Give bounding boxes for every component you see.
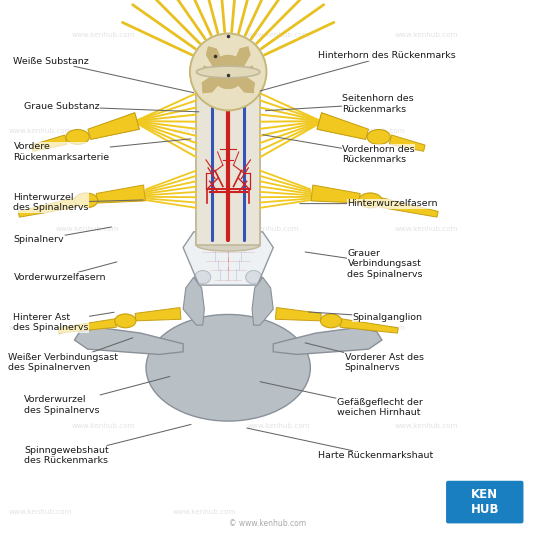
- Text: www.kenhub.com: www.kenhub.com: [72, 31, 135, 38]
- Polygon shape: [75, 328, 183, 354]
- Polygon shape: [201, 66, 217, 75]
- Text: Hinterwurzelfasern: Hinterwurzelfasern: [300, 199, 438, 208]
- Polygon shape: [96, 185, 146, 203]
- Polygon shape: [252, 277, 273, 325]
- Text: www.kenhub.com: www.kenhub.com: [72, 423, 135, 430]
- Text: www.kenhub.com: www.kenhub.com: [395, 226, 459, 232]
- Polygon shape: [239, 66, 255, 75]
- Polygon shape: [273, 328, 382, 354]
- Circle shape: [211, 55, 245, 89]
- Polygon shape: [88, 113, 139, 140]
- Polygon shape: [340, 319, 398, 333]
- Polygon shape: [201, 75, 225, 93]
- Text: Hinterwurzel
des Spinalnervs: Hinterwurzel des Spinalnervs: [13, 193, 143, 212]
- Text: Harte Rückenmarkshaut: Harte Rückenmarkshaut: [247, 428, 433, 460]
- Ellipse shape: [246, 271, 262, 284]
- Text: Gefäßgeflecht der
weichen Hirnhaut: Gefäßgeflecht der weichen Hirnhaut: [260, 382, 423, 417]
- Polygon shape: [380, 198, 438, 217]
- Polygon shape: [135, 308, 181, 321]
- Polygon shape: [389, 135, 425, 151]
- Polygon shape: [231, 46, 251, 68]
- Ellipse shape: [196, 66, 260, 78]
- Text: www.kenhub.com: www.kenhub.com: [8, 127, 72, 134]
- Polygon shape: [58, 319, 116, 333]
- Polygon shape: [201, 66, 217, 75]
- Polygon shape: [31, 135, 67, 151]
- Ellipse shape: [320, 314, 342, 328]
- Text: Hinterer Ast
des Spinalnervs: Hinterer Ast des Spinalnervs: [13, 312, 114, 332]
- FancyBboxPatch shape: [446, 481, 523, 523]
- Text: www.kenhub.com: www.kenhub.com: [173, 508, 236, 515]
- Text: www.kenhub.com: www.kenhub.com: [342, 325, 406, 331]
- Ellipse shape: [66, 130, 90, 144]
- Ellipse shape: [195, 271, 211, 284]
- Text: www.kenhub.com: www.kenhub.com: [236, 226, 300, 232]
- Ellipse shape: [146, 314, 310, 421]
- Ellipse shape: [359, 193, 382, 208]
- Polygon shape: [183, 277, 204, 325]
- Polygon shape: [206, 46, 225, 68]
- Text: © www.kenhub.com: © www.kenhub.com: [229, 519, 306, 528]
- Ellipse shape: [367, 130, 390, 144]
- Text: Hinterhorn des Rückenmarks: Hinterhorn des Rückenmarks: [260, 52, 456, 91]
- Polygon shape: [311, 185, 360, 203]
- Text: www.kenhub.com: www.kenhub.com: [342, 127, 406, 134]
- Text: Spinalnerv: Spinalnerv: [13, 227, 111, 244]
- Text: Vorderhorn des
Rückenmarks: Vorderhorn des Rückenmarks: [263, 135, 415, 164]
- Text: Vorderer Ast des
Spinalnervs: Vorderer Ast des Spinalnervs: [305, 343, 424, 372]
- Text: Weiße Substanz: Weiße Substanz: [13, 57, 193, 93]
- Text: Spinngewebshaut
des Rückenmarks: Spinngewebshaut des Rückenmarks: [24, 424, 191, 465]
- Text: Vordere
Rückenmarksarterie: Vordere Rückenmarksarterie: [13, 139, 191, 161]
- Text: Vorderwurzel
des Spinalnervs: Vorderwurzel des Spinalnervs: [24, 376, 170, 415]
- Polygon shape: [231, 75, 255, 93]
- Text: www.kenhub.com: www.kenhub.com: [395, 423, 459, 430]
- Polygon shape: [89, 113, 139, 139]
- Polygon shape: [196, 74, 260, 245]
- Text: KEN
HUB: KEN HUB: [471, 488, 499, 516]
- Polygon shape: [183, 232, 273, 285]
- Polygon shape: [231, 75, 255, 93]
- Ellipse shape: [196, 239, 260, 251]
- Text: Graue Substanz: Graue Substanz: [24, 102, 199, 112]
- Polygon shape: [206, 46, 225, 68]
- Text: www.kenhub.com: www.kenhub.com: [247, 423, 310, 430]
- Text: www.kenhub.com: www.kenhub.com: [173, 127, 236, 134]
- Text: Seitenhorn des
Rückenmarks: Seitenhorn des Rückenmarks: [265, 94, 414, 114]
- Ellipse shape: [75, 193, 98, 208]
- Circle shape: [190, 34, 266, 110]
- Text: www.kenhub.com: www.kenhub.com: [56, 226, 119, 232]
- Circle shape: [211, 55, 245, 89]
- Text: Vorderwurzelfasern: Vorderwurzelfasern: [13, 262, 117, 281]
- Polygon shape: [231, 46, 251, 68]
- Polygon shape: [239, 66, 255, 75]
- Ellipse shape: [115, 314, 136, 328]
- Polygon shape: [317, 113, 368, 140]
- Circle shape: [190, 34, 266, 110]
- Polygon shape: [18, 198, 76, 217]
- Text: www.kenhub.com: www.kenhub.com: [173, 325, 236, 331]
- Text: www.kenhub.com: www.kenhub.com: [8, 508, 72, 515]
- Polygon shape: [201, 75, 225, 93]
- Text: www.kenhub.com: www.kenhub.com: [8, 325, 72, 331]
- Polygon shape: [317, 113, 367, 139]
- Text: www.kenhub.com: www.kenhub.com: [247, 31, 310, 38]
- Polygon shape: [276, 308, 321, 321]
- Polygon shape: [196, 74, 260, 245]
- Text: Weißer Verbindungsast
des Spinalnerven: Weißer Verbindungsast des Spinalnerven: [8, 338, 133, 372]
- Text: Grauer
Verbindungsast
des Spinalnervs: Grauer Verbindungsast des Spinalnervs: [305, 249, 423, 279]
- Text: Spinalganglion: Spinalganglion: [309, 312, 423, 321]
- Text: www.kenhub.com: www.kenhub.com: [395, 31, 459, 38]
